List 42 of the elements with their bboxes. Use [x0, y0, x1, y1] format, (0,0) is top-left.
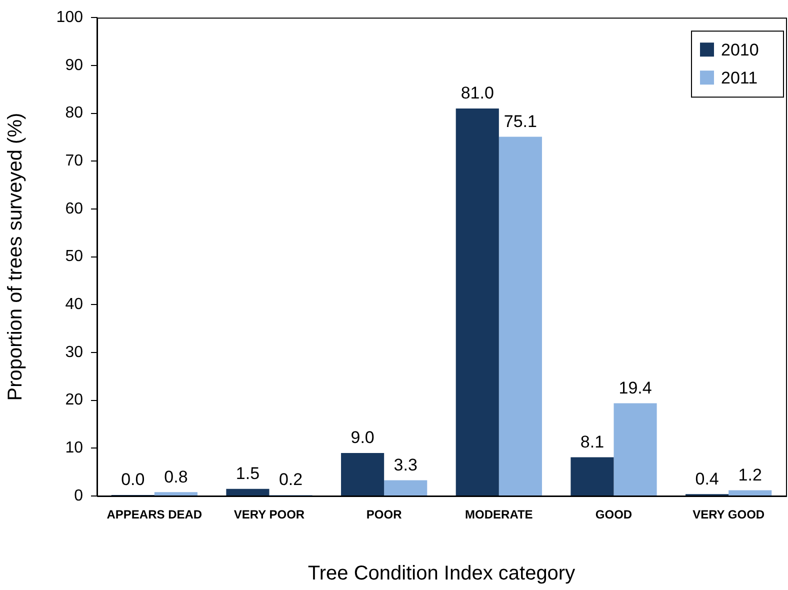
x-tick-label: POOR: [366, 508, 402, 522]
x-tick-label: GOOD: [595, 508, 632, 522]
data-label: 0.4: [695, 469, 719, 488]
x-axis-title: Tree Condition Index category: [308, 562, 576, 585]
y-tick-label: 30: [65, 344, 84, 361]
y-tick-label: 10: [65, 440, 84, 457]
bar: [614, 403, 657, 496]
x-tick-label: MODERATE: [465, 508, 533, 522]
bar: [226, 488, 270, 496]
data-label: 1.5: [236, 464, 260, 484]
data-label: 3.3: [394, 455, 418, 474]
legend-label: 2011: [721, 68, 758, 88]
y-tick-label: 80: [65, 104, 84, 122]
bar: [728, 490, 772, 496]
data-label: 81.0: [460, 84, 494, 103]
data-label: 0.2: [278, 470, 303, 490]
y-tick-label: 20: [65, 392, 84, 409]
data-label: 0.8: [164, 467, 188, 486]
y-tick-label: 60: [65, 200, 84, 218]
bar: [384, 480, 428, 496]
data-label: 75.1: [504, 112, 537, 131]
data-label: 8.1: [580, 432, 604, 452]
y-tick-label: 90: [65, 56, 84, 74]
y-axis-title: Proportion of trees surveyed (%): [4, 112, 27, 401]
y-tick-label: 50: [65, 248, 84, 266]
data-label: 1.2: [738, 465, 762, 484]
y-tick-label: 0: [74, 487, 84, 504]
bar: [341, 452, 384, 496]
bar: [456, 108, 499, 496]
data-label: 19.4: [618, 378, 652, 398]
x-tick-label: VERY GOOD: [692, 508, 765, 522]
y-tick-label: 70: [65, 152, 84, 170]
bar: [570, 457, 614, 496]
x-tick-label: VERY POOR: [234, 508, 305, 522]
legend-label: 2010: [721, 40, 759, 60]
bar: [154, 492, 198, 496]
bar: [498, 136, 542, 496]
data-label: 9.0: [350, 428, 374, 448]
x-tick-label: APPEARS DEAD: [106, 508, 202, 522]
y-tick-label: 40: [65, 296, 84, 314]
y-tick-label: 100: [56, 9, 84, 26]
data-label: 0.0: [121, 470, 145, 490]
